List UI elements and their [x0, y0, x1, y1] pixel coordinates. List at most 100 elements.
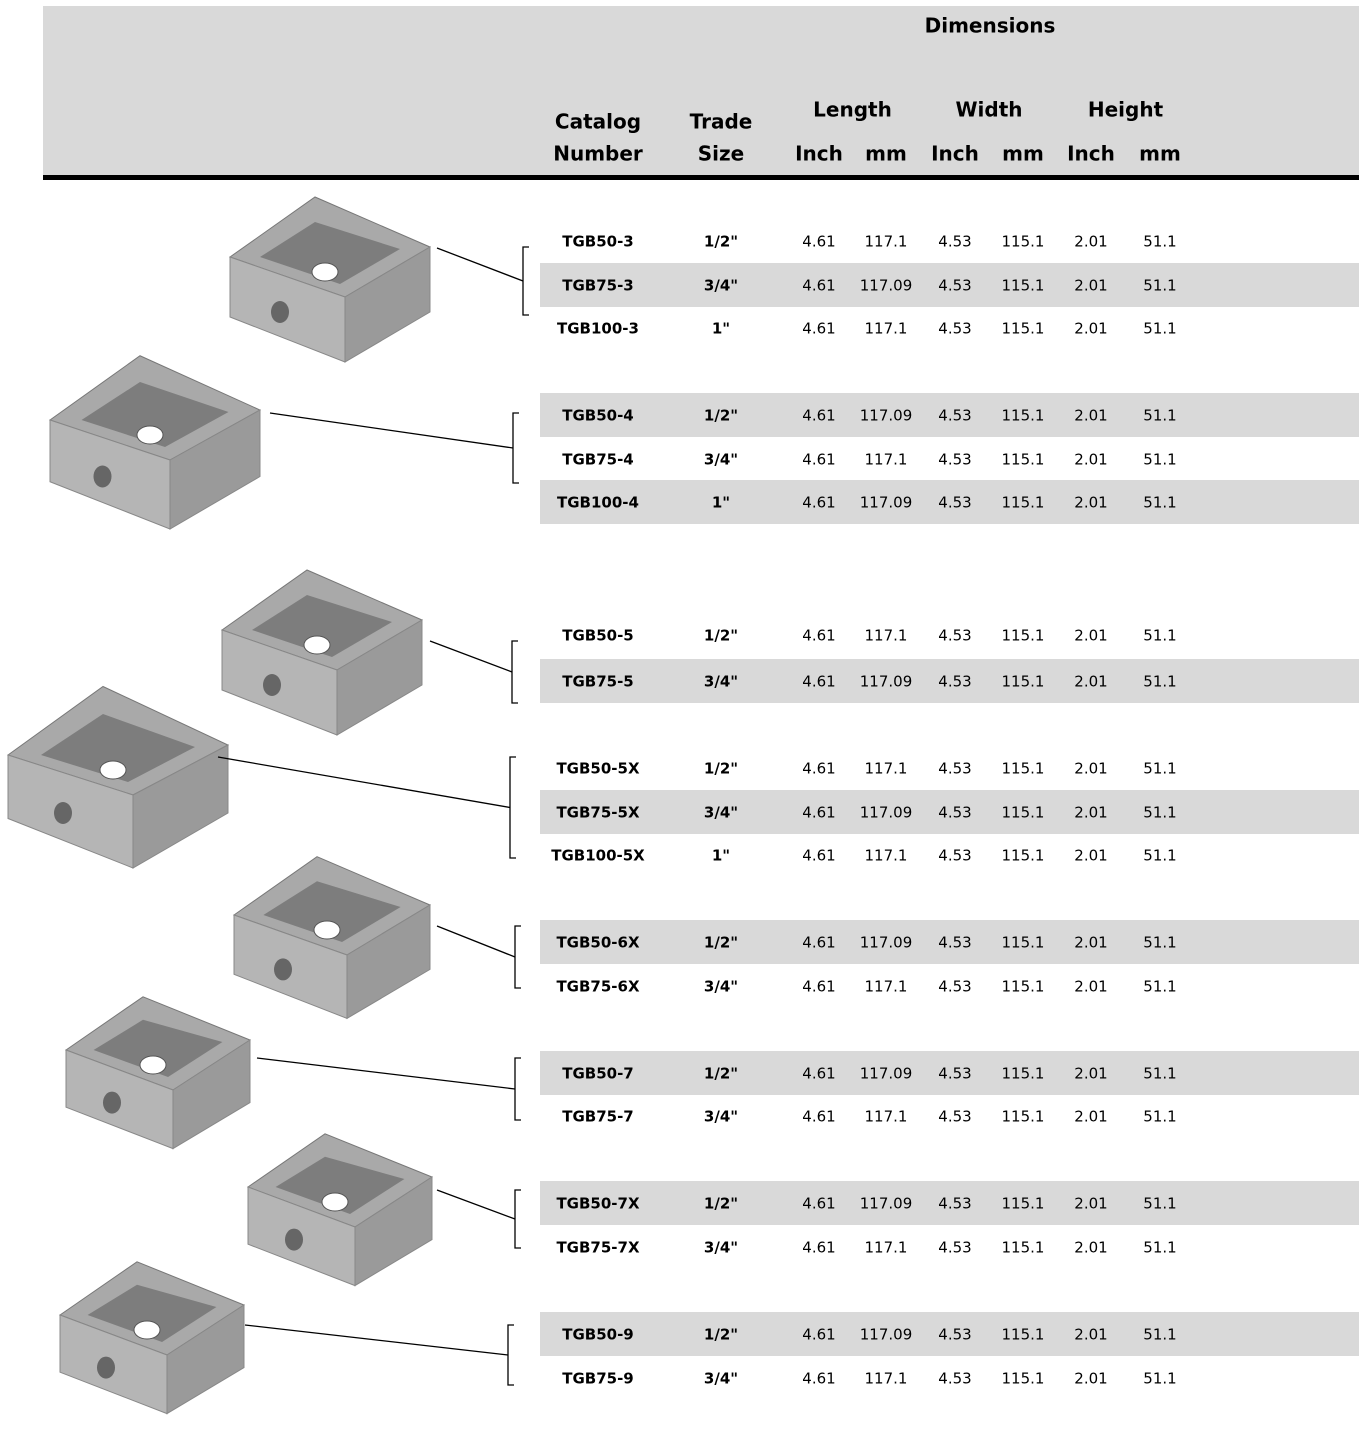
- bracket: [509, 756, 516, 859]
- box-hole: [97, 1356, 115, 1379]
- box-hole: [99, 760, 127, 780]
- cell: 4.53: [938, 673, 971, 691]
- cell: 2.01: [1074, 1326, 1107, 1344]
- row-shade: [540, 1051, 1359, 1095]
- cell: 117.1: [865, 233, 908, 251]
- cell: 4.53: [938, 627, 971, 645]
- cell: TGB50-4: [562, 407, 634, 425]
- connector: [217, 756, 511, 809]
- cell: 115.1: [1002, 451, 1045, 469]
- cell: 2.01: [1074, 978, 1107, 996]
- box-side: [354, 1176, 433, 1287]
- cell: 1/2": [704, 407, 738, 425]
- row-shade: [540, 263, 1359, 307]
- cell: 4.53: [938, 1370, 971, 1388]
- cell: 51.1: [1143, 1326, 1176, 1344]
- box-hole: [311, 262, 339, 282]
- bracket: [514, 1057, 521, 1121]
- cell: 51.1: [1143, 760, 1176, 778]
- column-header: Size: [698, 142, 744, 166]
- box-hole: [133, 1320, 161, 1340]
- cell: 117.1: [865, 978, 908, 996]
- cell: 4.61: [802, 233, 835, 251]
- cell: 1": [712, 494, 730, 512]
- column-header: Trade: [690, 110, 753, 134]
- cell: 3/4": [704, 1370, 738, 1388]
- cell: TGB75-9: [562, 1370, 634, 1388]
- cell: 4.53: [938, 1065, 971, 1083]
- box-side: [346, 904, 431, 1020]
- unit-header: Inch: [795, 142, 843, 166]
- cell: TGB100-3: [557, 320, 639, 338]
- column-header: Number: [553, 142, 643, 166]
- unit-header: mm: [865, 142, 907, 166]
- cell: 4.53: [938, 277, 971, 295]
- row-shade: [540, 1181, 1359, 1225]
- box-side: [344, 246, 431, 363]
- cell: 1": [712, 847, 730, 865]
- cell: 2.01: [1074, 760, 1107, 778]
- cell: 115.1: [1002, 277, 1045, 295]
- cell: 3/4": [704, 804, 738, 822]
- cell: 3/4": [704, 1239, 738, 1257]
- cell: 117.1: [865, 847, 908, 865]
- cell: TGB50-9: [562, 1326, 634, 1344]
- cell: 51.1: [1143, 1195, 1176, 1213]
- cell: 51.1: [1143, 277, 1176, 295]
- cell: 4.61: [802, 407, 835, 425]
- cell: 117.09: [860, 673, 913, 691]
- cell: 1/2": [704, 1326, 738, 1344]
- cell: 117.09: [860, 804, 913, 822]
- box-hole: [139, 1055, 167, 1075]
- cell: 4.53: [938, 934, 971, 952]
- box-hole: [313, 920, 341, 940]
- cell: 4.61: [802, 494, 835, 512]
- cell: 4.61: [802, 1065, 835, 1083]
- cell: 2.01: [1074, 277, 1107, 295]
- cell: 117.1: [865, 1108, 908, 1126]
- box-side: [169, 409, 261, 530]
- cell: 117.1: [865, 1370, 908, 1388]
- unit-header: Inch: [931, 142, 979, 166]
- cell: TGB100-4: [557, 494, 639, 512]
- cell: 51.1: [1143, 847, 1176, 865]
- cell: TGB50-5: [562, 627, 634, 645]
- cell: 4.61: [802, 847, 835, 865]
- row-shade: [540, 659, 1359, 703]
- cell: 2.01: [1074, 627, 1107, 645]
- cell: 4.53: [938, 760, 971, 778]
- cell: 2.01: [1074, 320, 1107, 338]
- cell: 51.1: [1143, 934, 1176, 952]
- cell: 3/4": [704, 978, 738, 996]
- cell: 4.61: [802, 1326, 835, 1344]
- cell: 51.1: [1143, 494, 1176, 512]
- unit-header: mm: [1139, 142, 1181, 166]
- column-header: Catalog: [555, 110, 641, 134]
- cell: TGB75-5: [562, 673, 634, 691]
- cell: 2.01: [1074, 1065, 1107, 1083]
- bracket: [514, 925, 521, 989]
- cell: 2.01: [1074, 804, 1107, 822]
- cell: 4.61: [802, 1195, 835, 1213]
- row-shade: [540, 1312, 1359, 1356]
- cell: 117.09: [860, 934, 913, 952]
- cell: 117.1: [865, 1239, 908, 1257]
- cell: 2.01: [1074, 1239, 1107, 1257]
- connector: [244, 1324, 509, 1356]
- box-hole: [54, 802, 72, 824]
- cell: 1/2": [704, 233, 738, 251]
- box-side: [166, 1304, 245, 1415]
- cell: 3/4": [704, 277, 738, 295]
- cell: 117.1: [865, 627, 908, 645]
- bracket: [507, 1324, 514, 1386]
- cell: 115.1: [1002, 494, 1045, 512]
- cell: 117.09: [860, 277, 913, 295]
- cell: 4.61: [802, 320, 835, 338]
- cell: 1/2": [704, 1065, 738, 1083]
- box-hole: [274, 958, 292, 981]
- connector: [429, 640, 513, 673]
- cell: 51.1: [1143, 451, 1176, 469]
- connector: [269, 412, 514, 449]
- box-hole: [285, 1228, 303, 1251]
- box-hole: [321, 1192, 349, 1212]
